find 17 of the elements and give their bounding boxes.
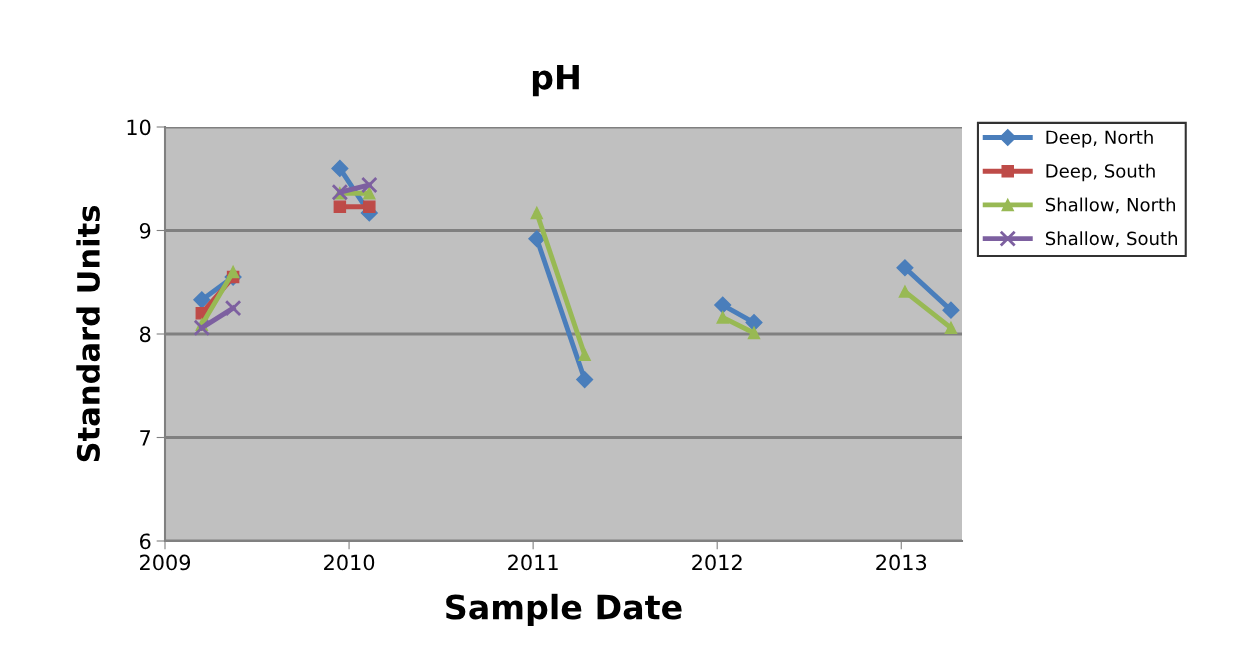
y-axis-title: Standard Units (76, 206, 100, 462)
x-tick-label: 2010 (324, 554, 375, 571)
legend-label: Shallow, North (1045, 197, 1176, 214)
y-tick-label: 8 (139, 326, 151, 343)
legend-label: Shallow, South (1045, 231, 1177, 248)
x-tick-label: 2013 (876, 554, 927, 571)
chart-title: pH (532, 64, 579, 97)
y-tick-label: 6 (140, 533, 151, 550)
x-tick-label: 2011 (508, 554, 558, 571)
legend-label: Deep, South (1046, 163, 1155, 182)
y-tick-label: 10 (127, 119, 151, 136)
x-tick-label: 2012 (692, 554, 742, 571)
y-tick-label: 7 (140, 430, 151, 446)
x-tick-label: 2009 (140, 554, 191, 571)
y-tick-label: 9 (139, 222, 151, 239)
legend-label: Deep, North (1046, 130, 1153, 148)
x-axis-title: Sample Date (446, 593, 682, 627)
